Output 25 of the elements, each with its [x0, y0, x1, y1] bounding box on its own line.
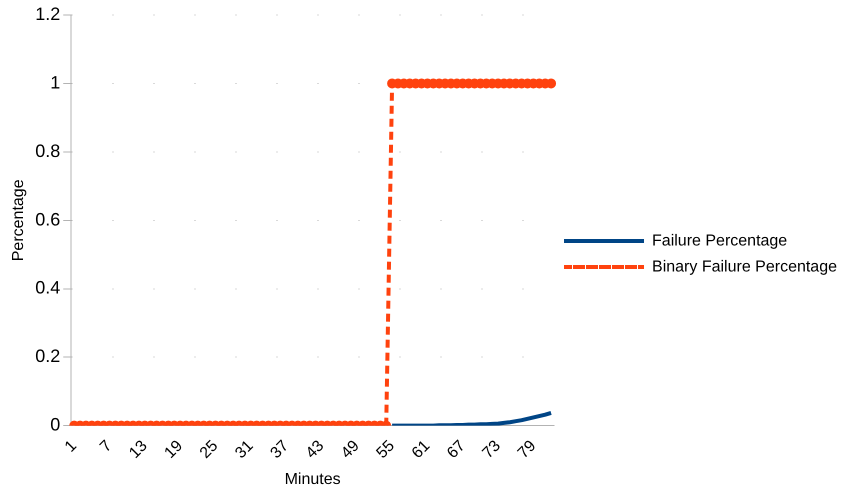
- y-tick-label: 0.2: [35, 346, 60, 366]
- y-axis-title: Percentage: [10, 179, 28, 262]
- x-tick-label: 37: [267, 437, 292, 462]
- x-axis-title: Minutes: [284, 470, 341, 488]
- x-tick-label: 1: [62, 437, 80, 456]
- x-tick-label: 7: [97, 437, 116, 456]
- x-tick-label: 55: [373, 437, 398, 462]
- legend-label: Failure Percentage: [652, 232, 788, 250]
- x-tick-label: 31: [232, 437, 257, 462]
- x-tick-label: 67: [444, 437, 469, 462]
- x-tick-label: 19: [161, 437, 186, 462]
- y-tick-label: 0.4: [35, 278, 60, 298]
- x-tick-label: 49: [338, 437, 363, 462]
- y-tick-label: 0.6: [35, 209, 60, 230]
- y-tick-label: 1: [50, 72, 60, 92]
- x-tick-label: 43: [302, 437, 328, 462]
- y-tick-label: 0.8: [35, 140, 60, 161]
- y-tick-label: 1.2: [35, 4, 60, 24]
- x-tick-label: 25: [196, 437, 222, 462]
- x-tick-label: 73: [479, 437, 504, 462]
- x-tick-label: 61: [408, 437, 434, 462]
- x-tick-label: 79: [514, 437, 540, 462]
- x-tick-label: 13: [126, 437, 151, 462]
- y-tick-label: 0: [50, 414, 60, 435]
- legend-label: Binary Failure Percentage: [652, 258, 838, 276]
